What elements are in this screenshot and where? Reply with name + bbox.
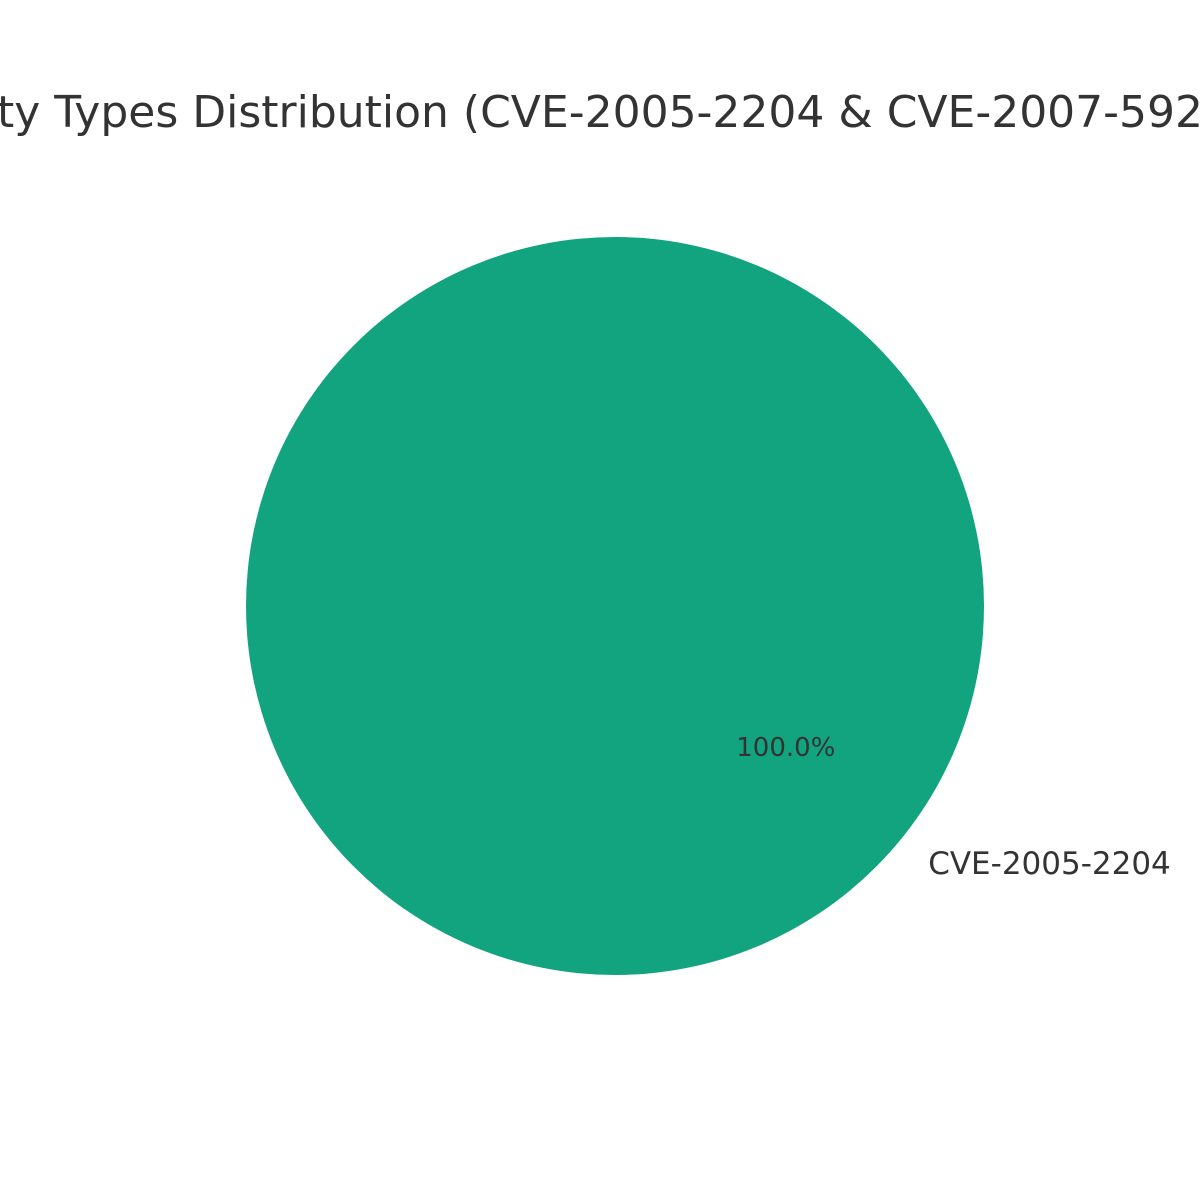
slice-percent-label: 100.0% [736,733,835,763]
labels-layer: 100.0% CVE-2005-2204 [736,733,1171,882]
chart-title: ty Types Distribution (CVE-2005-2204 & C… [0,87,1200,138]
pie-slice [246,237,984,975]
slices-layer [246,237,984,975]
slice-category-label: CVE-2005-2204 [928,846,1171,882]
